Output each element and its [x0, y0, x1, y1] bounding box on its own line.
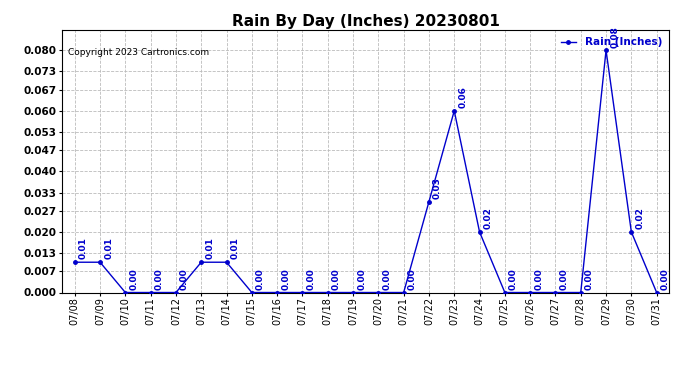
Rain (Inches) [450, 109, 458, 113]
Rain (Inches) [172, 290, 180, 295]
Text: 0.01: 0.01 [104, 238, 113, 260]
Line: Rain (Inches): Rain (Inches) [73, 48, 658, 294]
Rain (Inches) [70, 260, 79, 264]
Text: 0.00: 0.00 [282, 268, 290, 290]
Rain (Inches) [627, 230, 635, 234]
Rain (Inches) [298, 290, 306, 295]
Text: 0.00: 0.00 [332, 268, 341, 290]
Rain (Inches) [121, 290, 130, 295]
Text: 0.00: 0.00 [509, 268, 518, 290]
Text: 0.00: 0.00 [306, 268, 315, 290]
Text: 0.00: 0.00 [382, 268, 391, 290]
Text: 0.01: 0.01 [206, 238, 215, 260]
Text: 0.00: 0.00 [661, 268, 670, 290]
Text: 0.00: 0.00 [357, 268, 366, 290]
Legend: Rain (Inches): Rain (Inches) [557, 33, 666, 51]
Text: 0.03: 0.03 [433, 177, 442, 199]
Text: 0.01: 0.01 [230, 238, 239, 260]
Rain (Inches) [349, 290, 357, 295]
Text: 0.02: 0.02 [635, 207, 644, 229]
Rain (Inches) [197, 260, 206, 264]
Rain (Inches) [222, 260, 230, 264]
Text: Copyright 2023 Cartronics.com: Copyright 2023 Cartronics.com [68, 48, 209, 57]
Rain (Inches) [273, 290, 282, 295]
Rain (Inches) [146, 290, 155, 295]
Text: 0.00: 0.00 [534, 268, 543, 290]
Rain (Inches) [653, 290, 661, 295]
Rain (Inches) [96, 260, 104, 264]
Title: Rain By Day (Inches) 20230801: Rain By Day (Inches) 20230801 [232, 14, 500, 29]
Rain (Inches) [526, 290, 534, 295]
Text: 0.00: 0.00 [585, 268, 594, 290]
Text: 0.00: 0.00 [256, 268, 265, 290]
Rain (Inches) [324, 290, 332, 295]
Rain (Inches) [425, 200, 433, 204]
Rain (Inches) [577, 290, 585, 295]
Rain (Inches) [551, 290, 560, 295]
Text: 0.02: 0.02 [484, 207, 493, 229]
Text: 0.00: 0.00 [560, 268, 569, 290]
Rain (Inches) [400, 290, 408, 295]
Text: 0.06: 0.06 [458, 86, 467, 108]
Rain (Inches) [475, 230, 484, 234]
Text: 0.00: 0.00 [155, 268, 164, 290]
Text: 0.08: 0.08 [610, 26, 619, 48]
Text: 0.00: 0.00 [130, 268, 139, 290]
Text: 0.00: 0.00 [408, 268, 417, 290]
Rain (Inches) [248, 290, 256, 295]
Rain (Inches) [374, 290, 382, 295]
Rain (Inches) [602, 48, 610, 52]
Rain (Inches) [501, 290, 509, 295]
Text: 0.01: 0.01 [79, 238, 88, 260]
Text: 0.00: 0.00 [180, 268, 189, 290]
